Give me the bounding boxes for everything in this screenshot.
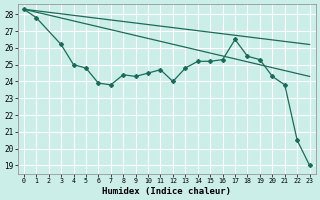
X-axis label: Humidex (Indice chaleur): Humidex (Indice chaleur): [102, 187, 231, 196]
